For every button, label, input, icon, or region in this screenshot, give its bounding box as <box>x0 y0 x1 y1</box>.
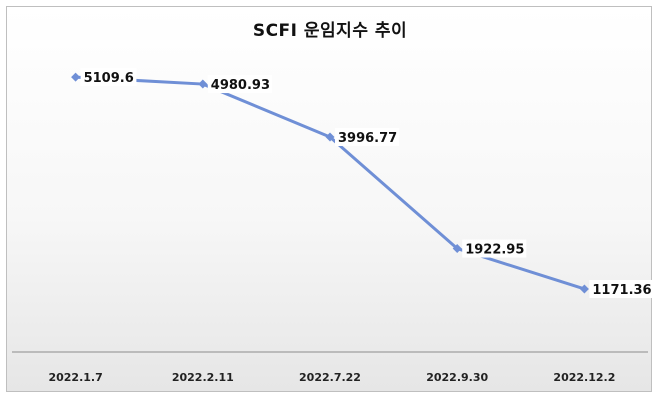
data-label-background <box>462 239 527 258</box>
chart-title: SCFI 운임지수 추이 <box>252 21 408 41</box>
data-point <box>325 132 335 142</box>
x-tick-label: 2022.7.22 <box>299 371 361 384</box>
x-tick-label: 2022.12.2 <box>553 371 615 384</box>
data-label: 4980.93 <box>211 78 270 93</box>
data-label-background <box>207 75 272 94</box>
data-label-background <box>80 68 137 87</box>
data-label: 5109.6 <box>84 71 134 86</box>
data-point <box>198 79 208 89</box>
x-tick-label: 2022.2.11 <box>172 371 234 384</box>
data-label-background <box>335 128 400 147</box>
data-label-background <box>589 279 654 298</box>
data-label: 3996.77 <box>338 131 397 146</box>
x-tick-label: 2022.1.7 <box>48 371 102 384</box>
data-label: 1171.36 <box>592 283 651 298</box>
data-point <box>452 244 462 254</box>
data-point <box>71 72 81 82</box>
data-label: 1922.95 <box>465 243 524 258</box>
x-tick-label: 2022.9.30 <box>426 371 488 384</box>
data-point <box>579 284 589 294</box>
